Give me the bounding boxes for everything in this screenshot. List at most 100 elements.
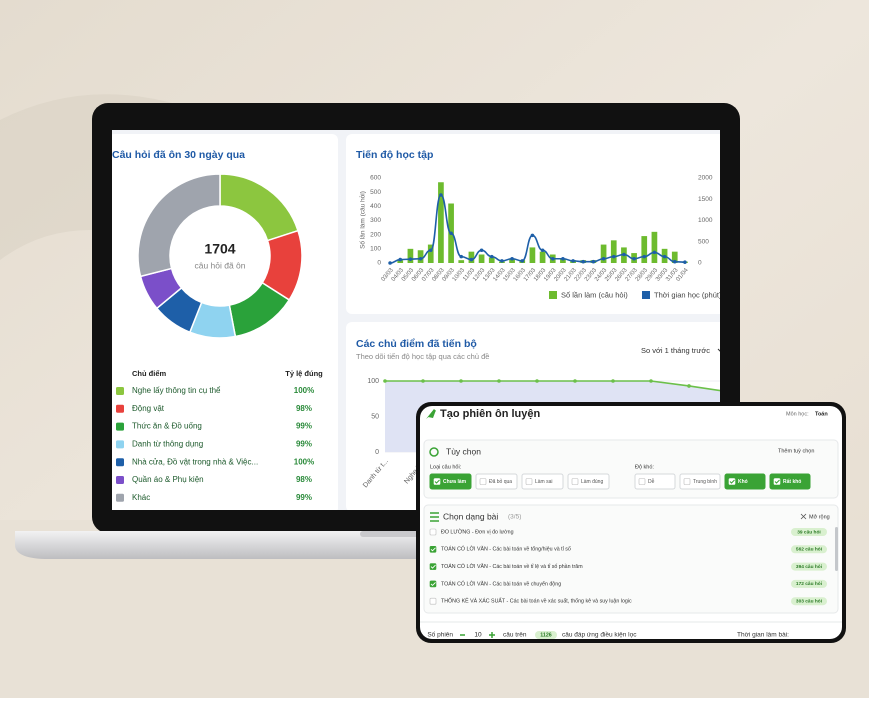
field-label: Độ khó: (635, 464, 654, 470)
subject-label: Môn học: (786, 411, 809, 417)
plus[interactable] (489, 632, 495, 638)
table-header: Tỷ lệ đúng (285, 369, 323, 378)
time-label: Thời gian làm bài: (737, 632, 789, 639)
bar (600, 244, 607, 263)
line-point (421, 379, 425, 383)
topic-title: TOÁN CÓ LỜI VĂN - Các bài toán về tổng/h… (441, 546, 571, 553)
chip[interactable] (724, 473, 766, 490)
line-point (398, 257, 403, 262)
field-label: Loại câu hỏi: (430, 463, 462, 470)
legend-label: Thức ăn & Đồ uống (132, 422, 202, 431)
count-badge (791, 562, 827, 571)
topic-count: 394 câu hỏi (796, 564, 822, 570)
y2-tick-label: 1500 (698, 196, 713, 203)
checkbox[interactable] (429, 563, 437, 570)
bar (641, 236, 648, 263)
line-point (479, 248, 484, 253)
legend-swatch (116, 404, 124, 413)
chip[interactable] (679, 473, 721, 490)
line-point (497, 379, 501, 383)
line-point (459, 379, 463, 383)
line-point (388, 261, 392, 265)
check (430, 582, 436, 587)
legend-swatch (116, 422, 124, 431)
count-badge (535, 631, 557, 639)
topic-title: TOÁN CÓ LỜI VĂN - Các bài toán về tỉ lệ … (441, 563, 583, 570)
legend-swatch (116, 387, 124, 395)
checkbox[interactable] (429, 545, 437, 553)
line-point (591, 259, 596, 264)
count-badge (791, 528, 827, 536)
y-tick-label: 400 (370, 203, 381, 210)
screen: Câu hỏi đã ôn 30 ngày qua 1704 câu hỏi đã … (112, 130, 720, 510)
bar (468, 251, 475, 263)
line-point (489, 254, 494, 259)
bar (438, 182, 444, 263)
line-point (611, 379, 615, 383)
chip[interactable] (429, 473, 472, 490)
line-point (500, 259, 504, 263)
bar (417, 250, 424, 263)
line-point (652, 250, 657, 255)
bar (560, 258, 566, 263)
tablet: Tạo phiên ôn luyện Môn học: Toán Tùy chọn Th… (420, 406, 842, 639)
topic-count: 303 câu hỏi (796, 598, 822, 604)
legend-label: Nghe lấy thông tin cụ thể (132, 386, 221, 395)
chip[interactable] (769, 473, 811, 490)
series-line (385, 380, 720, 392)
chip-label: Làm sai (535, 479, 553, 485)
checkbox[interactable] (429, 597, 437, 605)
session-label: Số phiên (427, 630, 453, 639)
topic-title: ĐO LƯỜNG - Đơn vị đo lường (441, 528, 514, 535)
chip-label: Khó (738, 479, 748, 485)
legend-label: Nhà cửa, Đồ vật trong nhà & Việc... (132, 457, 258, 466)
line-point (535, 379, 539, 383)
matching-label: câu đáp ứng điều kiện lọc (562, 630, 637, 639)
chip[interactable] (567, 473, 610, 490)
legend-swatch (549, 291, 557, 299)
line-point (642, 254, 647, 259)
bar (458, 260, 465, 263)
card-title: Tiến độ học tập (356, 149, 433, 161)
tablet-title: Tạo phiên ôn luyện (440, 408, 541, 420)
y-tick-label: 0 (375, 449, 379, 456)
legend-swatch (116, 440, 124, 449)
accuracy-rate: 98% (296, 404, 312, 413)
topic-title: THỐNG KÊ VÀ XÁC SUẤT - Các bài toán về x… (441, 597, 632, 605)
bar (610, 240, 617, 263)
chip-box (433, 478, 441, 485)
y2-tick-label: 500 (698, 238, 709, 245)
section-title: Chọn dạng bài (443, 511, 498, 521)
checkbox[interactable] (429, 580, 437, 588)
legend-label: Số lần làm (câu hỏi) (561, 290, 628, 299)
line-point (530, 233, 535, 238)
chip[interactable] (521, 473, 564, 490)
checkbox[interactable] (429, 528, 437, 536)
bar (427, 244, 434, 263)
y2-tick-label: 1000 (698, 217, 713, 224)
check (430, 547, 436, 552)
line-point (520, 259, 525, 263)
topic-title: TOÁN CÓ LỜI VĂN - Các bài toán về chuyển… (441, 580, 561, 587)
y-tick-label: 100 (370, 246, 381, 253)
chip[interactable] (634, 473, 676, 490)
line-point (632, 256, 636, 261)
chip-box (571, 478, 579, 485)
line-point (550, 256, 555, 261)
topic-count: 39 câu hỏi (797, 529, 820, 535)
line-point (383, 379, 387, 383)
chip-label: Đã bỏ qua (489, 478, 512, 485)
chip[interactable] (475, 473, 518, 490)
count-badge (791, 597, 827, 606)
line-point (687, 384, 691, 388)
y-tick-label: 100 (367, 378, 379, 385)
bar (539, 251, 546, 263)
line-point (571, 259, 575, 263)
chip-label: Dễ (648, 478, 655, 485)
line-point (459, 254, 464, 259)
subject: Toán (815, 411, 828, 417)
chip-label: Chưa làm (443, 479, 467, 485)
line-point (581, 259, 586, 264)
y2-tick-label: 0 (698, 260, 702, 267)
